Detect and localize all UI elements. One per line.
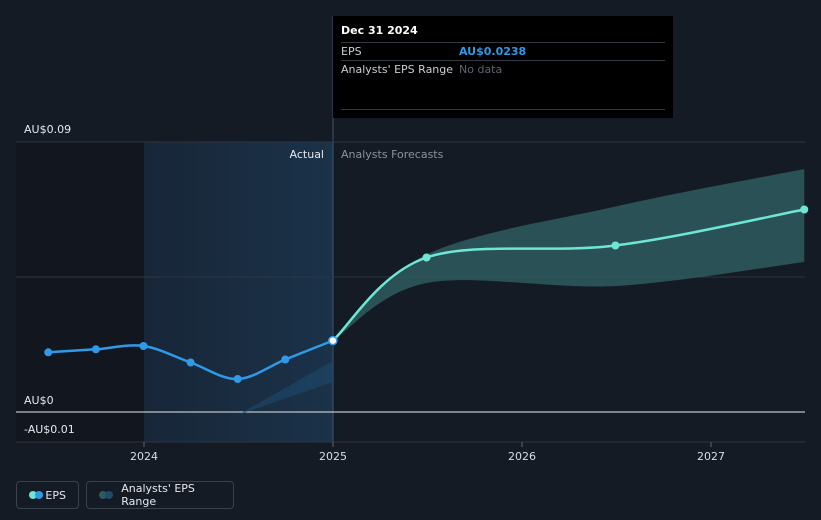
tooltip-eps-label: EPS xyxy=(341,45,362,58)
eps-actual-point xyxy=(328,335,338,346)
tooltip-eps-row: EPS AU$0.0238 xyxy=(341,42,665,60)
x-tick-label: 2027 xyxy=(697,450,725,463)
tooltip-range-row: Analysts' EPS Range No data xyxy=(341,60,665,78)
legend-eps[interactable]: EPS xyxy=(16,481,79,509)
legend-eps-label: EPS xyxy=(45,488,66,502)
tooltip-date: Dec 31 2024 xyxy=(341,24,418,37)
eps-forecast-point xyxy=(800,205,809,214)
tooltip-eps-value: AU$0.0238 xyxy=(459,45,527,58)
eps-actual-point xyxy=(44,348,53,357)
eps-actual-point xyxy=(281,355,290,364)
x-tick-label: 2024 xyxy=(130,450,158,463)
y-tick-label: -AU$0.01 xyxy=(24,423,75,436)
eps-range-band xyxy=(237,361,333,415)
eps-forecast-line xyxy=(331,208,806,342)
eps-forecast-point xyxy=(611,241,620,250)
eps-actual-point xyxy=(233,375,242,383)
y-tick-label: AU$0 xyxy=(24,394,54,407)
eps-forecast-point xyxy=(422,253,431,262)
eps-range-bands xyxy=(237,169,805,415)
tooltip-divider xyxy=(341,109,665,110)
eps-range-legend-icon xyxy=(99,490,113,500)
tooltip-range-label: Analysts' EPS Range xyxy=(341,63,454,76)
eps-range-band xyxy=(332,169,805,341)
chart-background xyxy=(16,16,334,442)
actual-region-label: Actual xyxy=(290,148,324,161)
eps-actual-point xyxy=(91,345,100,354)
tooltip: Dec 31 2024 EPS AU$0.0238 Analysts' EPS … xyxy=(333,16,673,118)
actual-period-band xyxy=(144,142,333,442)
eps-actual-point xyxy=(186,358,195,367)
tooltip-range-value: No data xyxy=(459,63,503,76)
pre-period-shade xyxy=(16,142,144,442)
x-tick-label: 2025 xyxy=(319,450,347,463)
axis-labels: AU$0.09 AU$0 -AU$0.01 2024 2025 2026 2027 Actua… xyxy=(24,123,725,463)
eps-actual-point xyxy=(139,342,148,350)
x-tick-label: 2026 xyxy=(508,450,536,463)
legend-eps-range[interactable]: Analysts' EPS Range xyxy=(86,481,234,509)
y-tick-label: AU$0.09 xyxy=(24,123,71,136)
eps-points xyxy=(44,205,809,383)
legend-range-label: Analysts' EPS Range xyxy=(121,482,195,508)
eps-legend-icon xyxy=(29,490,43,500)
forecast-region-label: Analysts Forecasts xyxy=(341,148,444,161)
